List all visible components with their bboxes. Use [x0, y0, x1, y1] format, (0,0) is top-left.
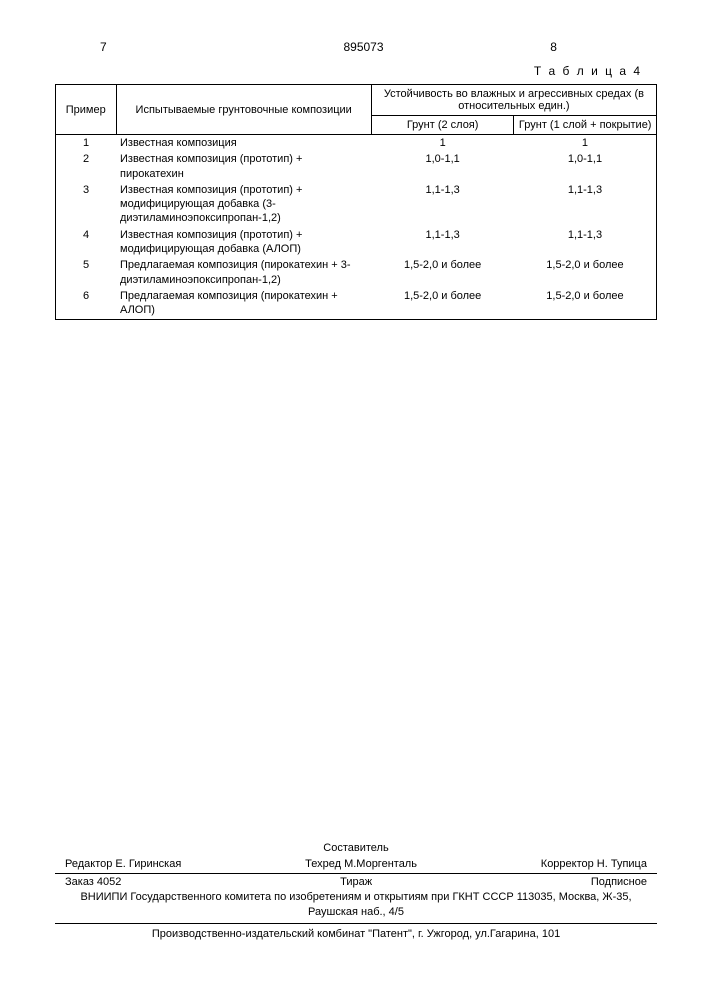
- data-table: Пример Испытываемые грунтовочные компози…: [55, 84, 657, 320]
- footer-order: Заказ 4052: [65, 876, 121, 888]
- footer-org: ВНИИПИ Государственного комитета по изоб…: [55, 890, 657, 919]
- table-row: 2 Известная композиция (прототип) + пиро…: [56, 151, 657, 182]
- table-row: 5 Предлагаемая композиция (пирокатехин +…: [56, 257, 657, 288]
- page-col-right: 8: [550, 40, 557, 54]
- patent-number: 895073: [343, 40, 383, 54]
- footer-rule-2: [55, 923, 657, 924]
- table-row: 6 Предлагаемая композиция (пирокатехин +…: [56, 288, 657, 319]
- header-numbers: 7 895073 8: [55, 40, 657, 54]
- footer-editor: Редактор Е. Гиринская: [65, 858, 181, 870]
- table-row: 1 Известная композиция 1 1: [56, 135, 657, 152]
- table-row: 3 Известная композиция (прототип) + моди…: [56, 182, 657, 227]
- cell-comp: Предлагаемая композиция (пирокатехин + 3…: [116, 257, 371, 288]
- footer-block: Составитель Редактор Е. Гиринская Техред…: [55, 842, 657, 940]
- cell-num: 6: [56, 288, 117, 319]
- cell-r1: 1,1-1,3: [371, 182, 514, 227]
- footer-rule: [55, 873, 657, 874]
- page: 7 895073 8 Т а б л и ц а 4 Пример Испыты…: [0, 0, 707, 1000]
- footer-corrector: Корректор Н. Тупица: [541, 858, 647, 870]
- cell-r2: 1,5-2,0 и более: [514, 288, 657, 319]
- cell-num: 4: [56, 227, 117, 258]
- cell-r1: 1,5-2,0 и более: [371, 257, 514, 288]
- cell-r2: 1,0-1,1: [514, 151, 657, 182]
- table-caption: Т а б л и ц а 4: [55, 64, 657, 78]
- th-composition: Испытываемые грунтовочные композиции: [116, 85, 371, 135]
- cell-comp: Известная композиция: [116, 135, 371, 152]
- cell-r1: 1,1-1,3: [371, 227, 514, 258]
- footer-compiler: Составитель: [55, 842, 657, 854]
- cell-num: 5: [56, 257, 117, 288]
- cell-num: 2: [56, 151, 117, 182]
- cell-r2: 1: [514, 135, 657, 152]
- cell-comp: Предлагаемая композиция (пирокатехин + А…: [116, 288, 371, 319]
- cell-num: 3: [56, 182, 117, 227]
- cell-comp: Известная композиция (прототип) + модифи…: [116, 227, 371, 258]
- th-example: Пример: [56, 85, 117, 135]
- cell-r1: 1: [371, 135, 514, 152]
- cell-r2: 1,1-1,3: [514, 182, 657, 227]
- cell-r1: 1,0-1,1: [371, 151, 514, 182]
- th-resistance-group: Устойчивость во влажных и агрессивных ср…: [371, 85, 656, 116]
- cell-r2: 1,5-2,0 и более: [514, 257, 657, 288]
- footer-signed: Подписное: [591, 876, 647, 888]
- cell-r2: 1,1-1,3: [514, 227, 657, 258]
- cell-comp: Известная композиция (прототип) + модифи…: [116, 182, 371, 227]
- cell-comp: Известная композиция (прототип) + пирока…: [116, 151, 371, 182]
- footer-techred: Техред М.Моргенталь: [305, 858, 417, 870]
- cell-num: 1: [56, 135, 117, 152]
- footer-printer: Производственно-издательский комбинат "П…: [55, 928, 657, 940]
- footer-circulation: Тираж: [340, 876, 372, 888]
- table-row: 4 Известная композиция (прототип) + моди…: [56, 227, 657, 258]
- th-grunt-2: Грунт (2 слоя): [371, 116, 514, 135]
- page-col-left: 7: [100, 40, 107, 54]
- cell-r1: 1,5-2,0 и более: [371, 288, 514, 319]
- table-body: 1 Известная композиция 1 1 2 Известная к…: [56, 135, 657, 320]
- th-grunt-1: Грунт (1 слой + покрытие): [514, 116, 657, 135]
